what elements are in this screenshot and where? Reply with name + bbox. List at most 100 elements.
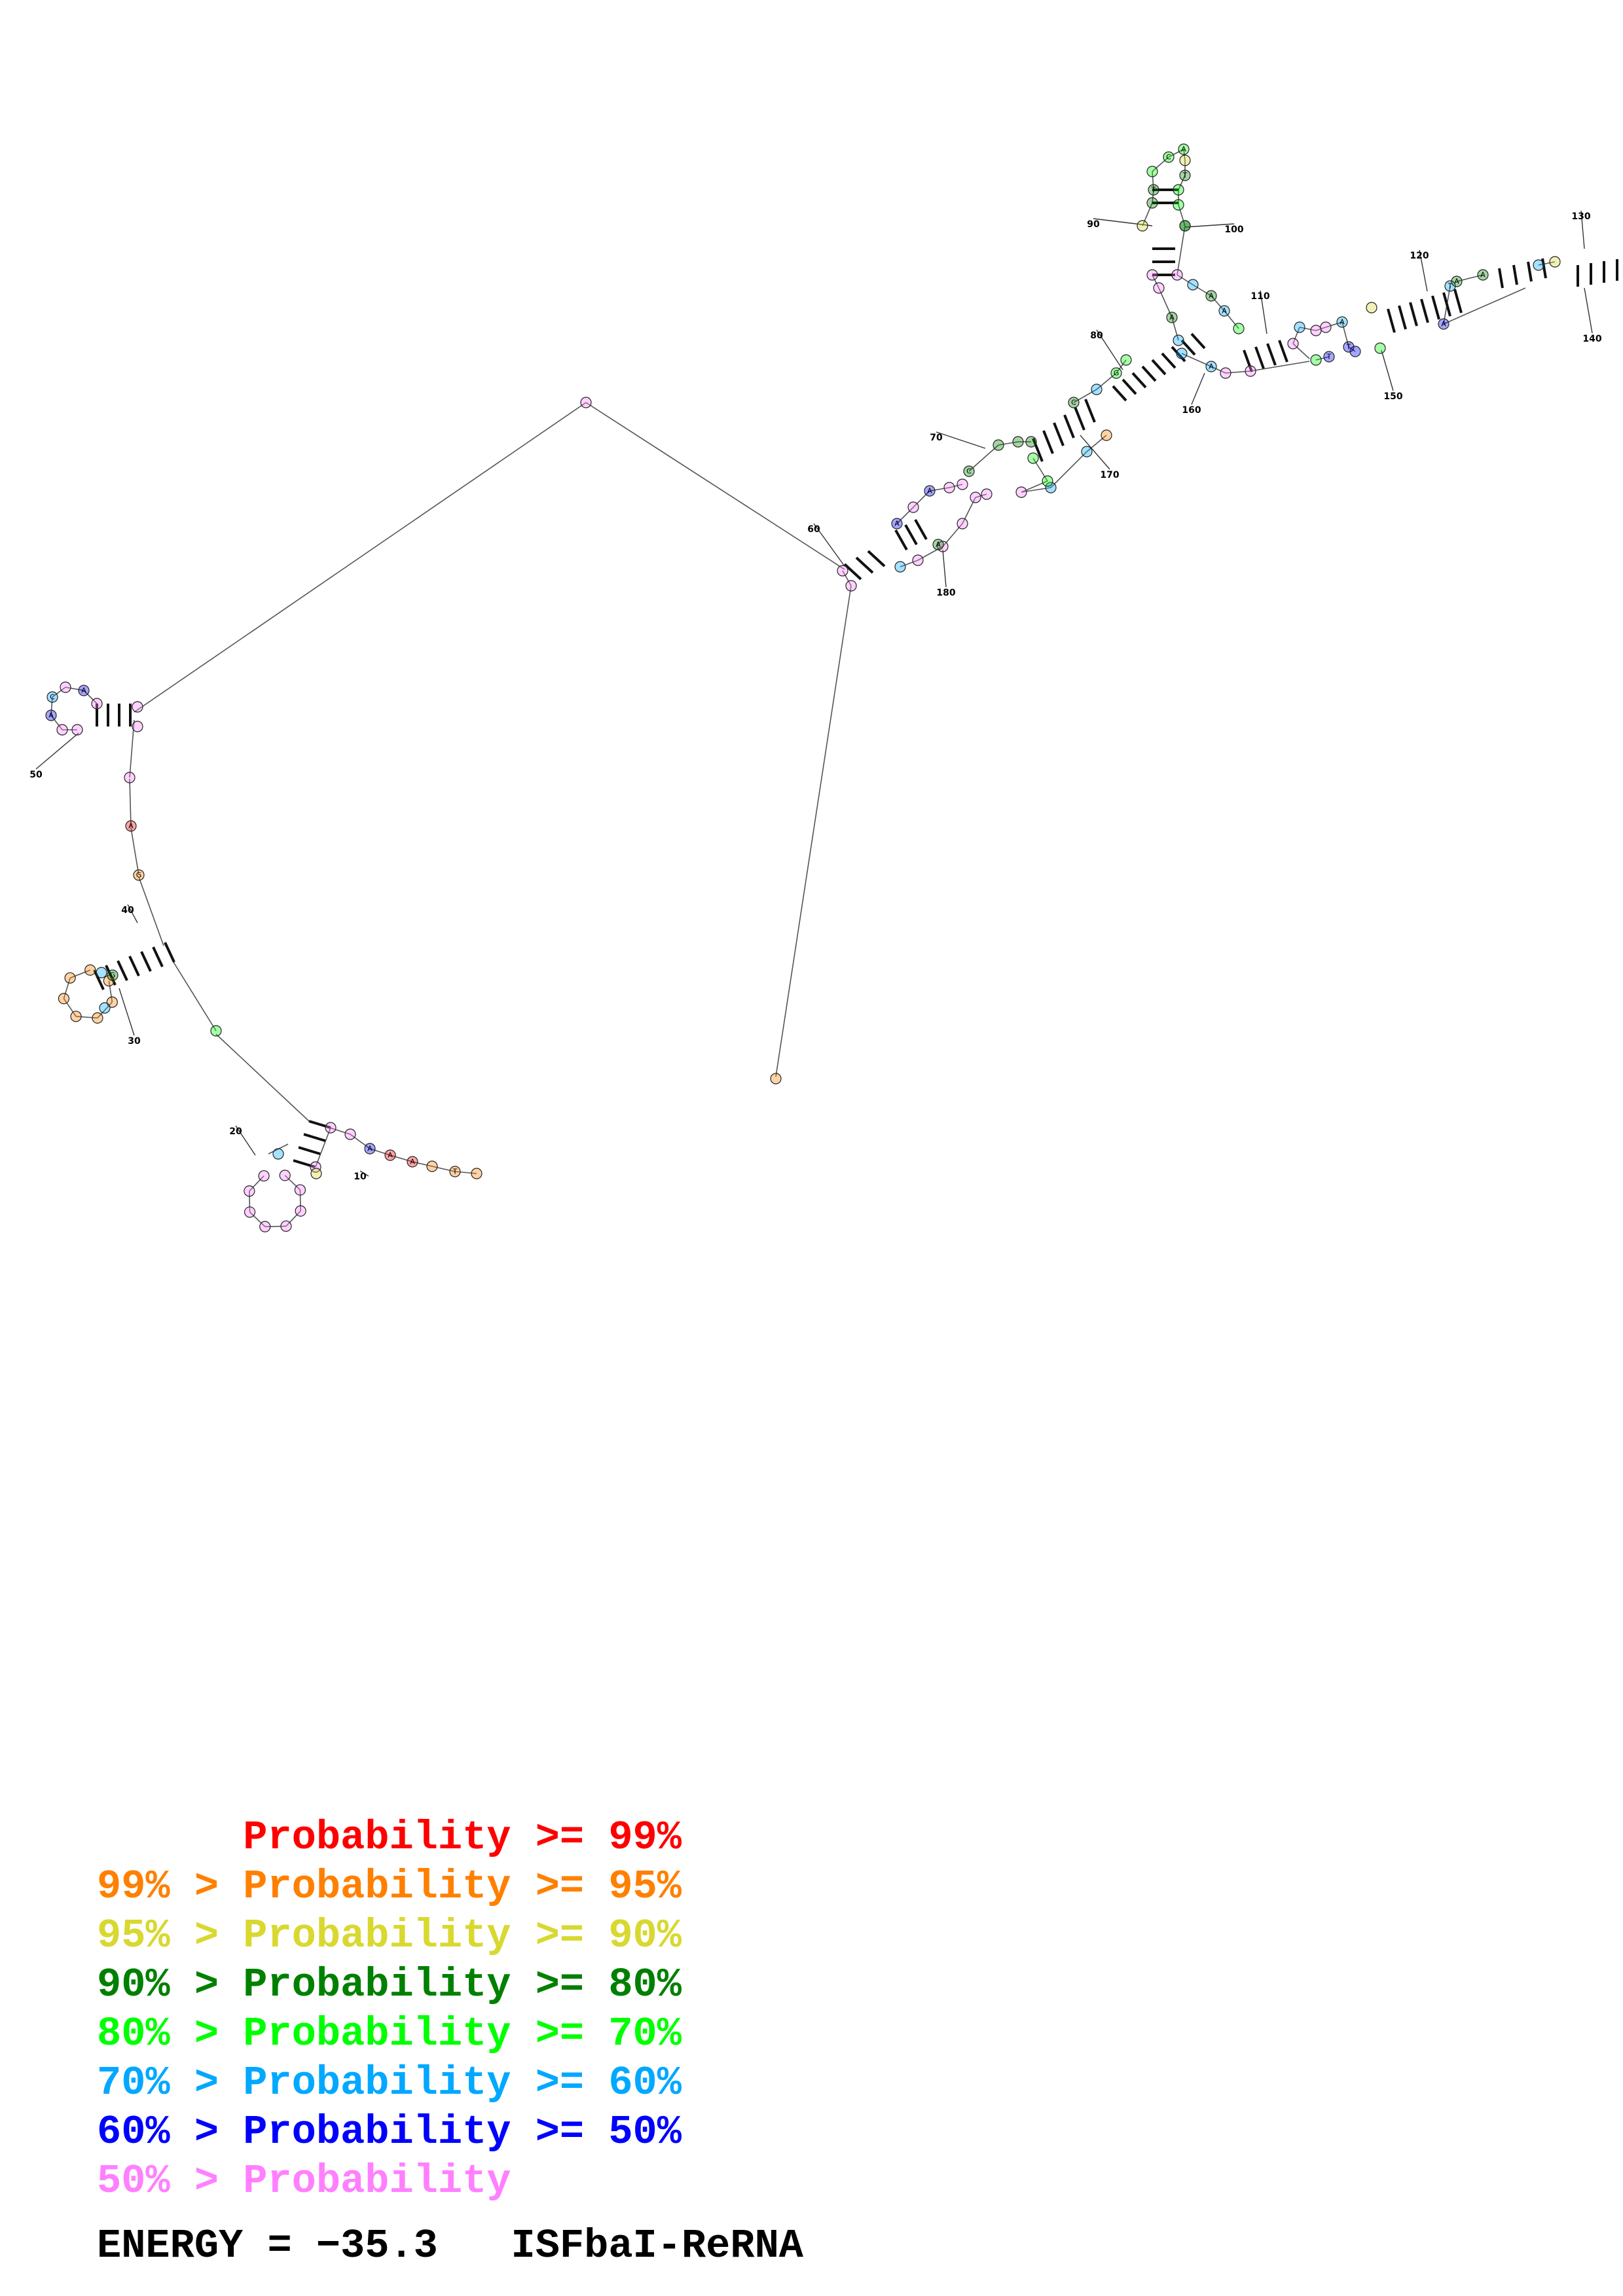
nucleotide bbox=[295, 1205, 306, 1217]
nucleotide: C bbox=[46, 691, 58, 703]
nucleotide bbox=[912, 554, 924, 566]
nucleotide bbox=[91, 698, 103, 709]
nucleotide bbox=[1533, 259, 1544, 271]
nucleotide bbox=[60, 681, 71, 693]
nucleotide bbox=[471, 1168, 483, 1179]
nucleotide: A bbox=[932, 539, 944, 550]
nucleotide bbox=[957, 518, 968, 529]
nucleotide bbox=[132, 721, 143, 732]
nucleotide bbox=[1173, 334, 1184, 346]
nucleotide bbox=[344, 1128, 356, 1140]
nucleotide bbox=[1245, 365, 1256, 377]
nucleotide: A bbox=[891, 518, 903, 529]
nucleotide: C bbox=[963, 465, 975, 477]
nucleotide bbox=[1233, 323, 1245, 334]
svg-text:T: T bbox=[1326, 353, 1332, 361]
nucleotide bbox=[1287, 338, 1299, 350]
nucleotide: C bbox=[1163, 151, 1175, 163]
nucleotide bbox=[1146, 166, 1158, 177]
legend-row-text: 99% > Probability >= 95% bbox=[97, 1863, 682, 1910]
nucleotide bbox=[103, 975, 115, 987]
legend-row-5: 80% > Probability >= 70% bbox=[97, 2009, 682, 2058]
nucleotide bbox=[580, 397, 592, 408]
legend-row-3: 95% > Probability >= 90% bbox=[97, 1911, 682, 1960]
nucleotide bbox=[1294, 321, 1305, 333]
legend-row-7: 60% > Probability >= 50% bbox=[97, 2108, 682, 2157]
nucleotide bbox=[124, 772, 136, 783]
nucleotide: A bbox=[924, 485, 936, 497]
svg-text:G: G bbox=[110, 971, 116, 980]
legend-row-text: Probability >= 99% bbox=[97, 1814, 682, 1861]
svg-text:A: A bbox=[936, 541, 941, 549]
svg-text:T: T bbox=[1448, 282, 1453, 291]
svg-text:A: A bbox=[1181, 145, 1186, 154]
position-label: 150 bbox=[1383, 391, 1402, 402]
nucleotide bbox=[325, 1122, 337, 1134]
position-label: 130 bbox=[1571, 211, 1590, 222]
nucleotide bbox=[993, 439, 1004, 451]
nucleotide bbox=[1137, 220, 1148, 232]
legend-row-text: 80% > Probability >= 70% bbox=[97, 2011, 682, 2057]
position-label: 90 bbox=[1087, 219, 1100, 230]
nucleotide bbox=[1310, 325, 1322, 336]
nucleotide: A bbox=[1477, 269, 1489, 281]
nucleotide: A bbox=[407, 1156, 418, 1168]
position-label: 70 bbox=[930, 433, 943, 443]
position-label: 80 bbox=[1090, 331, 1103, 341]
nucleotide bbox=[56, 724, 68, 736]
svg-text:C: C bbox=[966, 467, 972, 476]
nucleotide: A bbox=[45, 709, 57, 721]
nucleotide bbox=[92, 1012, 103, 1024]
nucleotide bbox=[1349, 346, 1361, 357]
nucleotide bbox=[1171, 269, 1183, 281]
nucleotide bbox=[310, 1168, 322, 1179]
legend-row-4: 90% > Probability >= 80% bbox=[97, 1960, 682, 2009]
position-ticks bbox=[35, 210, 1593, 1177]
nucleotide bbox=[106, 996, 118, 1008]
svg-text:C: C bbox=[1071, 399, 1076, 407]
svg-text:A: A bbox=[1209, 292, 1214, 300]
nucleotide: T bbox=[449, 1166, 461, 1177]
nucleotide bbox=[1220, 367, 1231, 379]
nucleotide bbox=[1012, 436, 1024, 448]
nucleotide: A bbox=[78, 685, 90, 696]
position-label: 50 bbox=[29, 770, 43, 780]
nucleotide bbox=[845, 580, 857, 592]
nucleotide bbox=[1091, 384, 1103, 395]
position-labels: 10 20 30 40 50 60 70 80 90 100 110 120 130 140 150 160 1… bbox=[29, 211, 1602, 1182]
nucleotide bbox=[1025, 436, 1037, 448]
svg-text:A: A bbox=[128, 822, 134, 831]
nucleotide bbox=[258, 1170, 270, 1182]
nucleotide: G bbox=[107, 969, 119, 981]
nucleotide bbox=[1179, 154, 1191, 166]
nucleotide: A bbox=[1178, 143, 1190, 155]
nucleotide bbox=[71, 724, 83, 736]
nucleotide bbox=[96, 967, 107, 978]
nucleotide bbox=[970, 492, 981, 503]
nucleotide bbox=[272, 1148, 284, 1160]
svg-text:T: T bbox=[1346, 343, 1351, 351]
nucleotide: T bbox=[1148, 184, 1159, 196]
legend-row-8: 50% > Probability bbox=[97, 2157, 682, 2206]
legend-row-text: 50% > Probability bbox=[97, 2158, 511, 2204]
nucleotide: A bbox=[1205, 361, 1217, 372]
nucleotide bbox=[244, 1185, 255, 1197]
nucleotide: T bbox=[1179, 170, 1191, 181]
nucleotide: T bbox=[1323, 351, 1335, 363]
nucleotide bbox=[1310, 354, 1322, 366]
nucleotide: A bbox=[1218, 305, 1230, 317]
svg-text:A: A bbox=[1480, 271, 1486, 279]
legend-row-6: 70% > Probability >= 60% bbox=[97, 2058, 682, 2108]
nucleotide bbox=[894, 561, 906, 573]
energy-footer: ENERGY = −35.3 ISFbaI-ReRNA bbox=[97, 2223, 803, 2269]
nucleotide: A bbox=[1336, 316, 1348, 328]
nucleotide bbox=[426, 1160, 438, 1172]
legend-row-text: 90% > Probability >= 80% bbox=[97, 1962, 682, 2008]
nucleotide bbox=[279, 1170, 291, 1181]
nucleotide bbox=[1146, 197, 1158, 209]
sequence-name: ISFbaI-ReRNA bbox=[511, 2223, 803, 2269]
nucleotide bbox=[1153, 282, 1165, 294]
position-label: 110 bbox=[1250, 291, 1269, 302]
svg-text:A: A bbox=[1454, 278, 1459, 286]
